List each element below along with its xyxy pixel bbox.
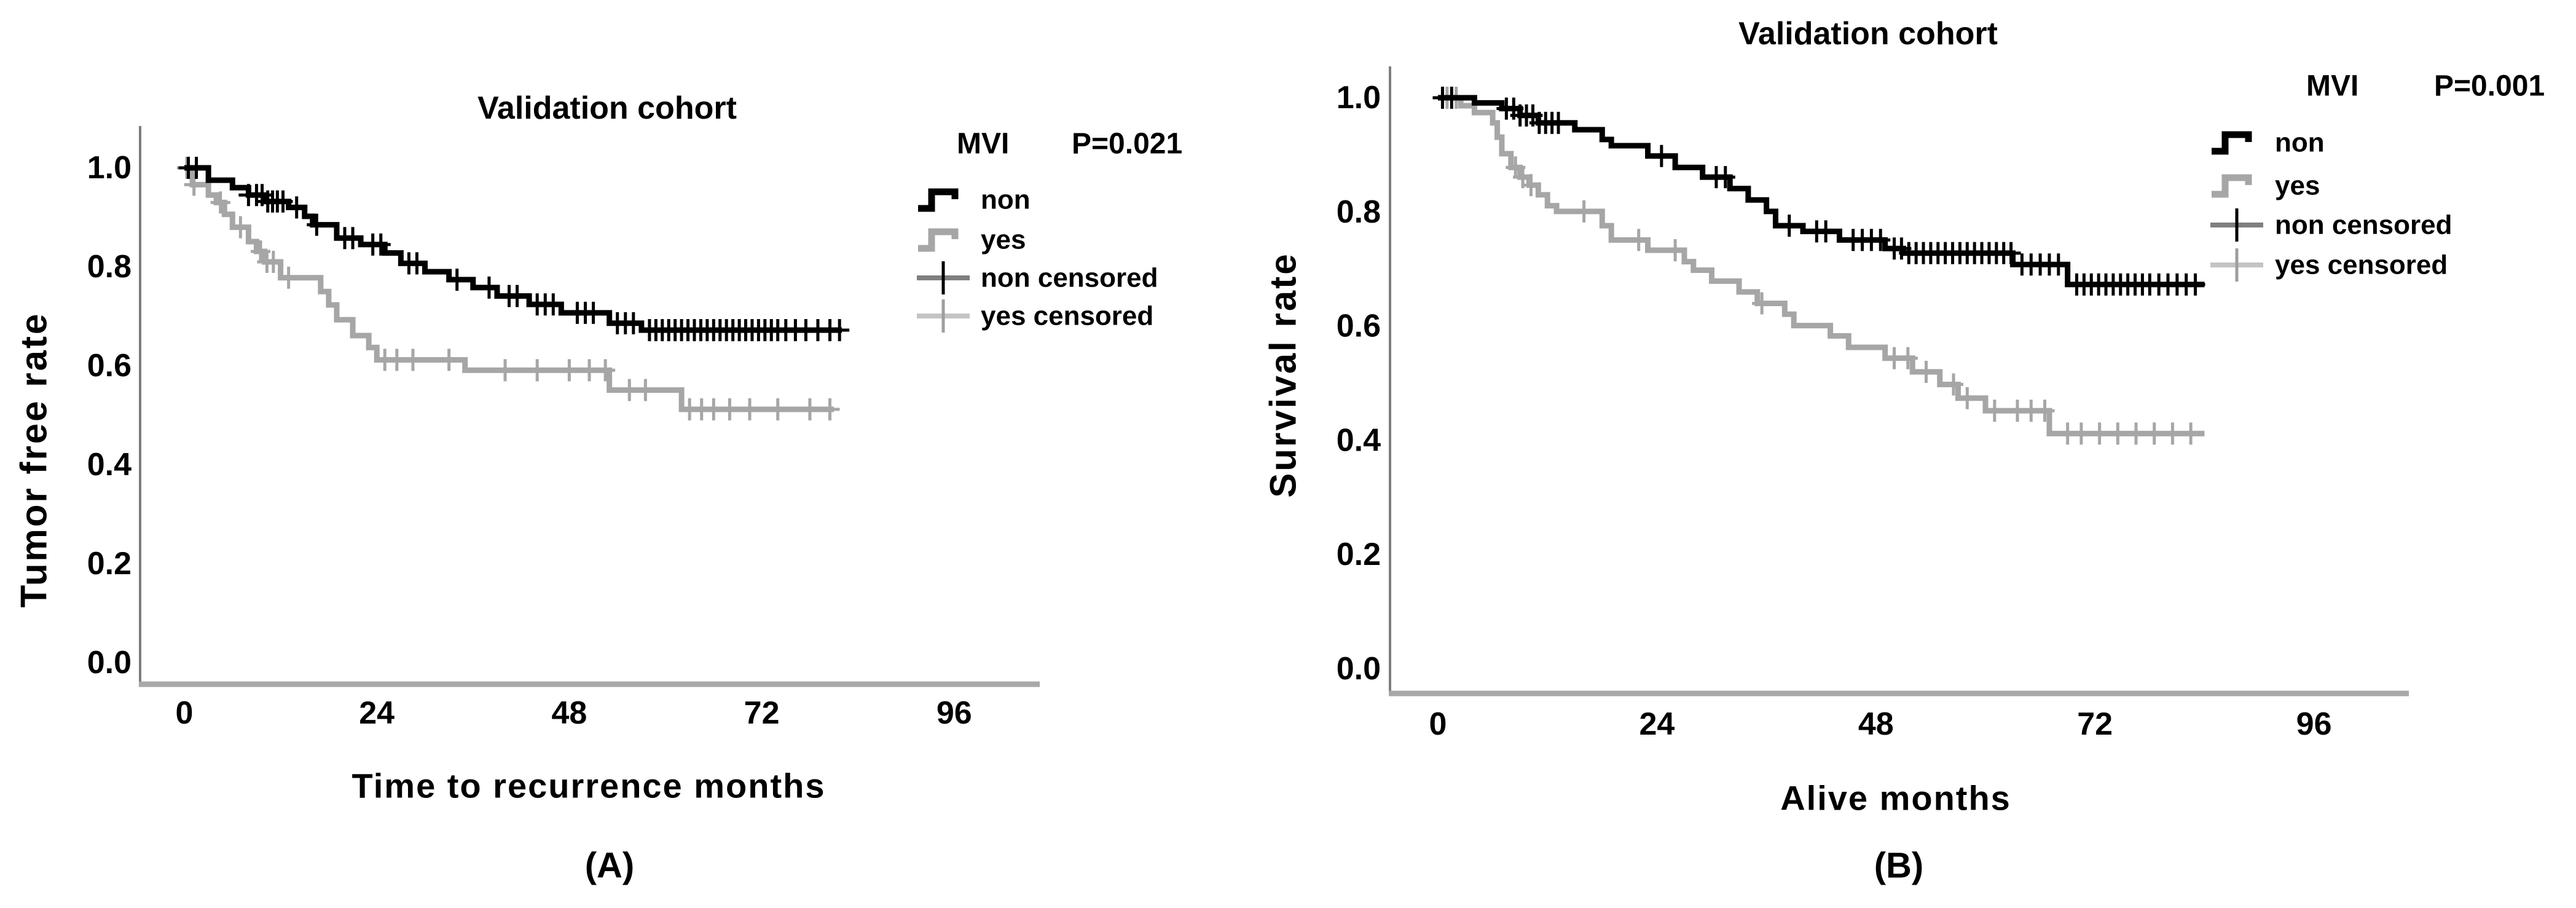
- y-tick-label: 1.0: [87, 150, 132, 186]
- legend-step-icon-non: [918, 188, 959, 212]
- y-tick-label: 1.0: [1337, 80, 1381, 116]
- y-tick-label: 0.2: [87, 546, 132, 582]
- mvi-label: MVI: [2306, 70, 2358, 103]
- x-tick-label: 24: [359, 695, 395, 731]
- y-tick-label: 0.8: [1337, 194, 1381, 230]
- y-axis-title: Survival rate: [1263, 252, 1304, 497]
- legend-label: yes: [2275, 171, 2320, 201]
- km-curve-yes: [1438, 95, 2205, 436]
- x-axis-title: Time to recurrence months: [352, 767, 826, 805]
- panel-title: Validation cohort: [1738, 16, 1998, 52]
- x-tick-label: 72: [744, 695, 780, 731]
- y-tick-label: 0.4: [87, 447, 132, 483]
- y-tick-label: 0.0: [1337, 651, 1381, 687]
- x-tick-label: 24: [1639, 706, 1675, 742]
- p-value-label: P=0.001: [2434, 70, 2545, 103]
- legend-label: yes: [981, 225, 1026, 255]
- x-tick-label: 72: [2077, 706, 2113, 742]
- legend-label: yes censored: [981, 301, 1153, 331]
- panel-title: Validation cohort: [477, 90, 737, 126]
- x-tick-label: 48: [1858, 706, 1894, 742]
- panel-letter: (A): [585, 846, 635, 886]
- legend-label: non: [2275, 128, 2325, 158]
- x-tick-label: 96: [937, 695, 972, 731]
- legend-label: non: [981, 185, 1031, 215]
- x-tick-label: 48: [551, 695, 587, 731]
- legend-label: yes censored: [2275, 250, 2448, 280]
- p-value-label: P=0.021: [1072, 128, 1182, 160]
- x-axis-title: Alive months: [1780, 779, 2011, 818]
- y-tick-label: 0.8: [87, 249, 132, 285]
- legend-step-icon-non: [2212, 131, 2252, 155]
- legend-step-icon-yes: [2212, 174, 2252, 198]
- legend-label: non censored: [2275, 210, 2452, 240]
- x-tick-label: 0: [1429, 706, 1447, 742]
- y-axis-title: Tumor free rate: [14, 312, 55, 608]
- x-tick-label: 96: [2296, 706, 2332, 742]
- panel-letter: (B): [1874, 846, 1924, 886]
- x-tick-label: 0: [176, 695, 194, 731]
- legend-label: non censored: [981, 263, 1158, 293]
- legend-step-icon-yes: [918, 228, 959, 252]
- y-tick-label: 0.2: [1337, 537, 1381, 572]
- y-tick-label: 0.6: [87, 348, 132, 384]
- mvi-label: MVI: [957, 128, 1009, 160]
- y-tick-label: 0.4: [1337, 422, 1381, 458]
- y-tick-label: 0.0: [87, 645, 132, 681]
- y-tick-label: 0.6: [1337, 309, 1381, 344]
